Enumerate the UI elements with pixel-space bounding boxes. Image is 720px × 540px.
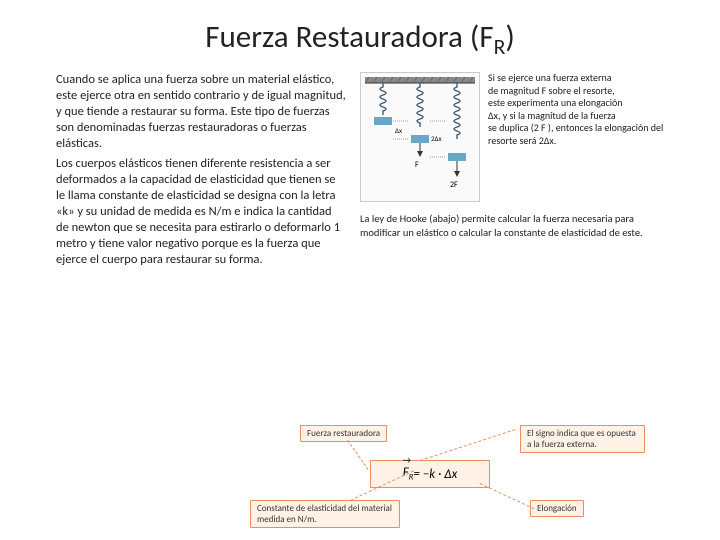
right-column: F 2F Δx 2Δx xyxy=(360,72,664,272)
spring-svg: F 2F Δx 2Δx xyxy=(365,77,475,197)
connector-2 xyxy=(420,429,515,461)
tag-fuerza-restauradora: Fuerza restauradora xyxy=(300,425,387,442)
note-l3: este experimenta una elongación xyxy=(488,97,664,110)
title-sub: R xyxy=(494,33,506,60)
f2-label: 2F xyxy=(450,180,458,190)
title-suffix: ) xyxy=(505,18,514,56)
title-prefix: Fuerza Restauradora (F xyxy=(205,18,493,56)
dx1-label: Δx xyxy=(395,126,402,135)
content-area: Cuando se aplica una fuerza sobre un mat… xyxy=(56,72,664,272)
hooke-text: La ley de Hooke (abajo) permite calcular… xyxy=(360,212,664,239)
hooke-diagram: Fuerza restauradora El signo indica que … xyxy=(210,425,650,530)
note-l1: Si se ejerce una fuerza externa xyxy=(488,72,664,85)
connector-1 xyxy=(347,440,368,470)
tag-constante: Constante de elasticidad del material me… xyxy=(250,500,400,528)
dx2-label: 2Δx xyxy=(431,134,442,143)
tag-signo: El signo indica que es opuesta a la fuer… xyxy=(520,425,645,453)
formula-eq: = −k · Δx xyxy=(413,467,457,482)
para-1: Cuando se aplica una fuerza sobre un mat… xyxy=(56,72,346,152)
spring-figure: F 2F Δx 2Δx xyxy=(360,72,480,202)
para-2: Los cuerpos elásticos tienen diferente r… xyxy=(56,156,346,268)
f1-label: F xyxy=(415,160,419,170)
formula-box: FR = −k · Δx xyxy=(370,460,490,488)
tag-elongacion: Elongación xyxy=(530,500,584,517)
left-column: Cuando se aplica una fuerza sobre un mat… xyxy=(56,72,346,272)
right-top-row: F 2F Δx 2Δx xyxy=(360,72,664,202)
note-l5: se duplica (2 F ), entonces la elongació… xyxy=(488,122,664,147)
page-title: Fuerza Restauradora (FR) xyxy=(56,18,664,60)
connector-4 xyxy=(480,483,535,509)
spring-note: Si se ejerce una fuerza externa de magni… xyxy=(488,72,664,202)
